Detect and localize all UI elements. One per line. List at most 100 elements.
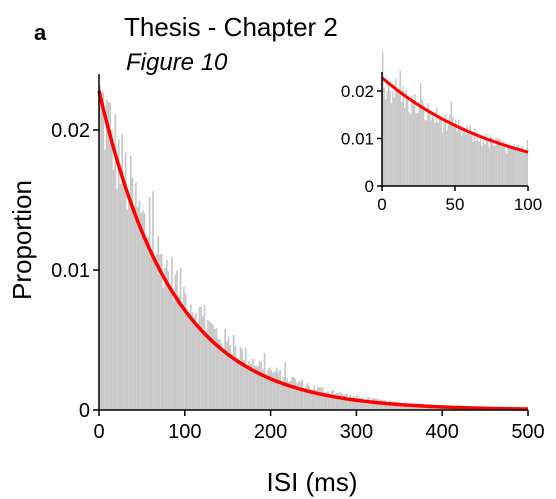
main-histogram: [99, 84, 528, 411]
main-histogram-bar: [102, 92, 105, 411]
inset-histogram-bar: [412, 102, 415, 186]
inset-histogram-bar: [471, 135, 473, 186]
inset-y-tick-label: 0: [365, 177, 374, 196]
inset-histogram-bar: [427, 103, 429, 186]
inset-histogram-bar: [478, 141, 480, 186]
main-histogram-bar: [251, 358, 254, 410]
inset-histogram-bar: [383, 87, 385, 186]
main-histogram-bar: [191, 312, 194, 410]
inset-histogram-bar: [437, 122, 439, 186]
main-histogram-bar: [196, 328, 199, 410]
main-histogram-bar: [313, 385, 316, 410]
main-x-tick-label: 400: [426, 421, 459, 443]
inset-histogram-bar: [507, 143, 510, 186]
inset-histogram-bar: [444, 113, 447, 186]
main-histogram-bar: [349, 394, 352, 410]
main-histogram-bar: [356, 395, 359, 410]
main-histogram-bar: [253, 365, 256, 410]
inset-histogram-bar: [519, 147, 521, 186]
main-histogram-bar: [268, 367, 271, 410]
chart-title: Thesis - Chapter 2: [124, 12, 338, 42]
inset-histogram-bar: [436, 107, 438, 186]
main-histogram-bar: [183, 286, 185, 410]
main-histogram-bar: [291, 376, 293, 410]
main-histogram-bar: [270, 370, 273, 410]
chart-subtitle: Figure 10: [126, 49, 228, 76]
inset-histogram-bar: [449, 114, 451, 186]
main-histogram-bar: [244, 347, 247, 410]
inset-histogram: [382, 51, 528, 187]
inset-histogram-bar: [409, 113, 412, 186]
main-histogram-bar: [328, 394, 331, 410]
main-histogram-bar: [330, 390, 333, 410]
main-histogram-bar: [334, 394, 336, 410]
inset-histogram-bar: [456, 131, 458, 186]
inset-histogram-bar: [414, 94, 416, 186]
inset-histogram-bar: [430, 120, 432, 186]
main-histogram-bar: [361, 397, 364, 410]
main-histogram-bar: [140, 212, 142, 410]
main-histogram-bar: [284, 362, 287, 410]
main-histogram-bar: [147, 237, 149, 410]
main-histogram-bar: [287, 381, 290, 410]
main-histogram-bar: [188, 316, 190, 410]
inset-histogram-bar: [490, 135, 492, 186]
main-histogram-bar: [303, 388, 305, 410]
main-histogram-bar: [347, 397, 350, 410]
main-histogram-bar: [231, 354, 233, 410]
main-histogram-bar: [371, 398, 374, 410]
inset-histogram-bar: [452, 116, 454, 186]
main-histogram-bar: [382, 400, 384, 410]
inset-histogram-bar: [424, 120, 426, 186]
main-x-tick-label: 100: [168, 421, 201, 443]
inset-histogram-bar: [408, 111, 410, 186]
main-histogram-bar: [171, 256, 173, 410]
main-histogram-bar: [265, 373, 268, 410]
main-histogram-bar: [282, 377, 285, 410]
inset-histogram-bar: [415, 113, 418, 186]
main-histogram-bar: [258, 360, 261, 410]
main-histogram-bar: [112, 169, 115, 410]
inset-histogram-bar: [434, 122, 437, 186]
inset-histogram-bar: [469, 125, 472, 186]
main-histogram-bar: [370, 400, 372, 410]
main-histogram-bar: [131, 177, 134, 410]
main-histogram-bar: [232, 334, 235, 410]
main-histogram-bar: [323, 392, 326, 410]
main-histogram-bar: [406, 404, 408, 410]
inset-histogram-bar: [475, 140, 477, 186]
main-histogram-bar: [234, 345, 237, 410]
main-y-tick-label: 0.02: [51, 120, 90, 142]
inset-histogram-bar: [453, 123, 455, 186]
main-x-tick-label: 300: [340, 421, 373, 443]
inset-x-tick-label: 50: [446, 195, 465, 214]
inset-histogram-bar: [400, 101, 403, 186]
inset-histogram-bar: [389, 90, 391, 186]
main-histogram-bar: [181, 304, 184, 410]
main-histogram-bar: [311, 389, 314, 410]
inset-histogram-bar: [425, 120, 428, 186]
inset-y-tick-label: 0.02: [341, 82, 374, 101]
inset-histogram-bar: [465, 133, 467, 186]
main-histogram-bar: [275, 367, 278, 410]
main-histogram-bar: [195, 312, 197, 410]
main-histogram-bar: [219, 339, 221, 410]
inset-histogram-bar: [523, 151, 526, 186]
main-histogram-bar: [237, 358, 240, 410]
inset-histogram-bar: [421, 99, 423, 186]
inset-histogram-bar: [393, 97, 396, 186]
inset-histogram-bar: [506, 152, 508, 186]
main-histogram-bar: [205, 330, 208, 410]
main-histogram-bar: [215, 327, 218, 410]
inset-histogram-bar: [455, 119, 457, 186]
main-histogram-bar: [213, 329, 216, 410]
main-histogram-bar: [394, 402, 396, 410]
main-histogram-bar: [167, 271, 170, 410]
main-histogram-bar: [174, 274, 177, 410]
main-histogram-bar: [128, 196, 130, 410]
inset-histogram-bar: [514, 147, 517, 186]
main-histogram-bar: [179, 267, 182, 410]
main-histogram-bar: [129, 155, 132, 410]
main-histogram-bar: [207, 320, 209, 410]
